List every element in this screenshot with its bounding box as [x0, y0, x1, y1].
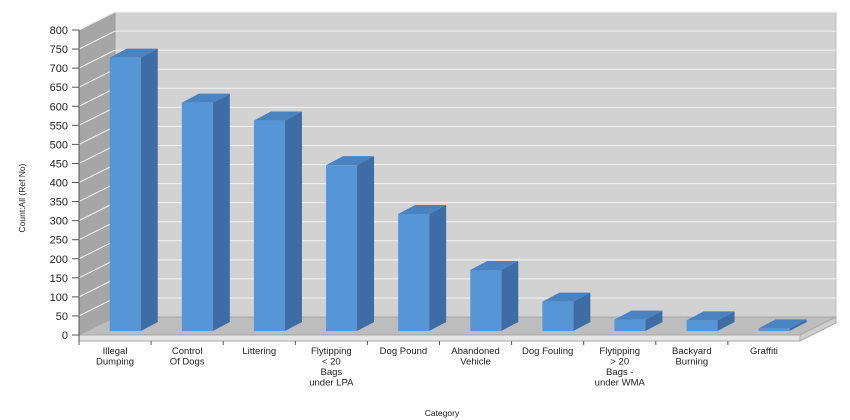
gridline-side	[78, 125, 116, 145]
bar-top	[758, 319, 807, 329]
x-tick-label: Abandoned Vehicle	[451, 346, 500, 368]
gridline-side	[78, 30, 116, 50]
gridline-side	[78, 164, 116, 183]
bar	[758, 328, 790, 331]
bar	[181, 102, 213, 331]
bar	[398, 213, 430, 331]
bar-side	[140, 48, 158, 332]
bar-top	[326, 156, 375, 166]
gridlines	[78, 11, 836, 317]
x-tick-label: Dog Pound	[380, 346, 428, 357]
bar-top	[398, 204, 447, 214]
bar-side	[212, 93, 230, 331]
gridline-side	[78, 106, 116, 126]
y-tick-label: 450	[50, 158, 68, 170]
y-tick-label: 750	[50, 44, 68, 56]
y-tick-label: 200	[50, 254, 68, 266]
bar-side	[357, 156, 375, 331]
bar	[686, 320, 718, 331]
bar-side	[573, 292, 591, 331]
y-axis-title: Count:All (Ref No)	[17, 163, 27, 232]
gridline-side	[78, 183, 116, 203]
bar-top	[181, 93, 230, 103]
x-tick-label: Backyard Burning	[672, 346, 712, 368]
bar-side	[284, 111, 302, 331]
x-axis-title: Category	[425, 408, 460, 418]
x-tick-label: Flytipping > 20 Bags -under WMA	[595, 346, 646, 389]
y-tick-label: 650	[50, 82, 68, 94]
y-axis-ticks: 0 50 100 150 200 250 300 350 400 450 500 550 600 650 7…	[50, 25, 80, 342]
y-tick-label: 150	[50, 273, 68, 285]
y-tick-label: 550	[50, 120, 68, 132]
x-axis-ticks: Illegal Dumping Control Of Dogs Littering Fly…	[78, 341, 778, 389]
floor-side	[799, 316, 837, 342]
bar	[614, 319, 646, 331]
bar-side	[789, 319, 807, 331]
x-tick-label: Illegal Dumping	[96, 346, 134, 368]
bar	[326, 165, 358, 331]
y-tick-label: 50	[56, 311, 68, 323]
gridline-side	[78, 144, 116, 164]
x-tick-label: Flytipping < 20 Bags under LPA	[309, 346, 354, 389]
gridline-side	[78, 49, 116, 69]
y-tick-label: 100	[50, 292, 68, 304]
gridline-side	[78, 297, 116, 317]
gridline-side	[78, 240, 116, 260]
y-tick-label: 300	[50, 216, 68, 228]
bars	[109, 48, 807, 332]
bar-top	[109, 48, 158, 58]
bar-top	[253, 111, 302, 121]
bar-top	[686, 311, 735, 321]
gridline-side	[78, 68, 116, 88]
bar-side	[717, 311, 735, 331]
floor-front	[78, 334, 801, 342]
y-tick-label: 350	[50, 197, 68, 209]
bar-top	[470, 261, 519, 270]
bar-side	[501, 261, 519, 331]
y-tick-label: 250	[50, 235, 68, 247]
y-tick-label: 800	[50, 25, 68, 37]
bar-top	[614, 310, 663, 320]
gridline-side	[78, 11, 116, 31]
bar-side	[645, 310, 663, 331]
y-tick-label: 0	[62, 330, 68, 342]
bar-top	[542, 292, 591, 302]
bar	[470, 270, 502, 331]
x-tick-label: Graffiti	[750, 346, 778, 357]
gridline-side	[78, 87, 116, 107]
y-tick-label: 500	[50, 139, 68, 151]
bar	[542, 301, 574, 331]
y-tick-label: 400	[50, 178, 68, 190]
x-tick-label: Control Of Dogs	[170, 346, 205, 368]
gridline-side	[78, 259, 116, 279]
bar	[253, 120, 285, 331]
y-tick-label: 600	[50, 101, 68, 113]
bar-side	[429, 204, 447, 331]
bar	[109, 57, 141, 332]
x-tick-label: Dog Fouling	[522, 346, 573, 357]
gridline-side	[78, 278, 116, 298]
x-tick-label: Littering	[242, 346, 276, 357]
y-tick-label: 700	[50, 63, 68, 75]
gridline-side	[78, 202, 116, 222]
gridline-side	[78, 221, 116, 241]
